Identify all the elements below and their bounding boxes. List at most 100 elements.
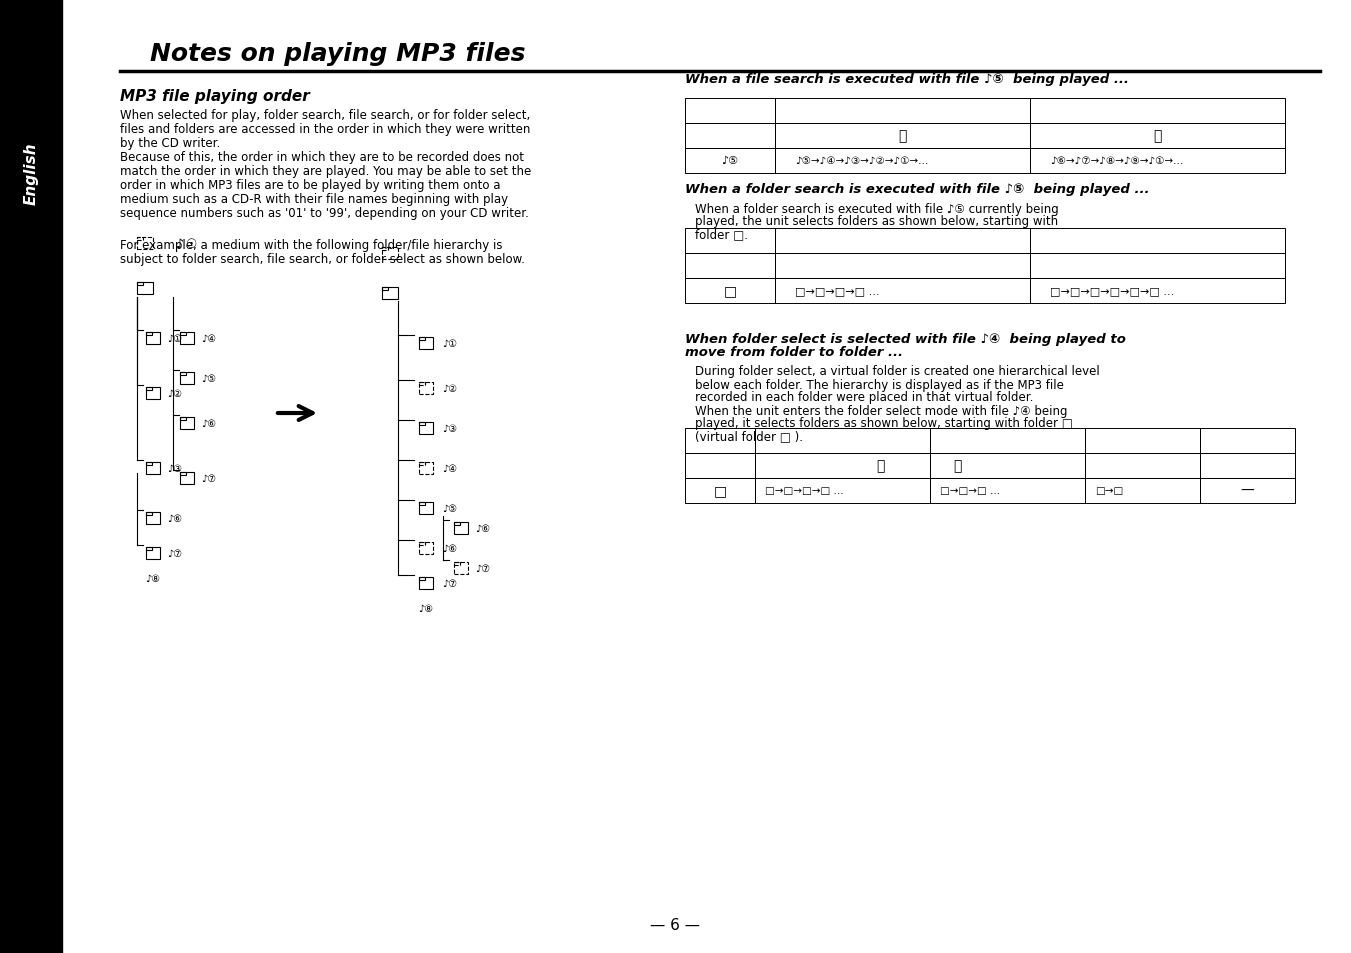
Text: ♪: ♪ [176, 237, 184, 251]
Text: When folder select is selected with file ♪④  being played to: When folder select is selected with file… [685, 333, 1125, 345]
Bar [685, 229, 775, 253]
Bar [775, 229, 1029, 253]
Bar [146, 548, 159, 559]
Bar [419, 543, 434, 554]
Text: ⏭: ⏭ [952, 458, 961, 473]
Bar [929, 478, 1085, 503]
Text: recorded in each folder were placed in that virtual folder.: recorded in each folder were placed in t… [694, 391, 1034, 404]
Bar [136, 237, 153, 250]
Bar [146, 548, 151, 551]
Text: subject to folder search, file search, or folder select as shown below.: subject to folder search, file search, o… [120, 253, 526, 266]
Bar [685, 99, 775, 124]
Text: below each folder. The hierarchy is displayed as if the MP3 file: below each folder. The hierarchy is disp… [694, 378, 1063, 391]
Bar [419, 543, 424, 546]
Text: During folder select, a virtual folder is created one hierarchical level: During folder select, a virtual folder i… [694, 365, 1100, 378]
Bar [146, 388, 151, 391]
Bar [454, 563, 467, 574]
Text: When a file search is executed with file ♪⑤  being played ...: When a file search is executed with file… [685, 72, 1129, 86]
Bar [1200, 429, 1296, 454]
Text: When selected for play, folder search, file search, or for folder select,: When selected for play, folder search, f… [120, 110, 530, 122]
Text: □→□: □→□ [1096, 485, 1123, 496]
Text: □→□→□→□ ...: □→□→□→□ ... [794, 286, 880, 295]
Text: ♪⑧: ♪⑧ [146, 574, 161, 583]
Bar [419, 578, 434, 589]
Text: ♪⑥: ♪⑥ [168, 514, 182, 523]
Text: ♪⑤→♪④→♪③→♪②→♪①→...: ♪⑤→♪④→♪③→♪②→♪①→... [794, 156, 928, 166]
Bar [454, 523, 459, 526]
Bar [180, 473, 185, 476]
Bar [929, 454, 1085, 478]
Text: ⏮: ⏮ [898, 129, 907, 143]
Text: ♪⑥: ♪⑥ [201, 418, 216, 429]
Bar [685, 454, 755, 478]
Bar [419, 423, 424, 426]
Text: ♪③: ♪③ [442, 423, 457, 434]
Bar [454, 563, 459, 566]
Text: ♪②: ♪② [168, 389, 182, 398]
Text: ♪⑤: ♪⑤ [201, 374, 216, 384]
Bar [382, 248, 388, 251]
Text: played, the unit selects folders as shown below, starting with: played, the unit selects folders as show… [694, 215, 1058, 229]
Bar [146, 463, 151, 466]
Bar [1029, 229, 1285, 253]
Text: ☉: ☉ [186, 237, 197, 251]
Bar [146, 463, 159, 474]
Text: ♪⑦: ♪⑦ [168, 548, 182, 558]
Bar [1029, 124, 1285, 149]
Text: medium such as a CD-R with their file names beginning with play: medium such as a CD-R with their file na… [120, 193, 508, 206]
Bar [180, 373, 195, 384]
Bar [0, 0, 62, 953]
Text: ♪⑤: ♪⑤ [721, 156, 739, 166]
Bar [1200, 478, 1296, 503]
Text: files and folders are accessed in the order in which they were written: files and folders are accessed in the or… [120, 123, 531, 136]
Bar [755, 454, 929, 478]
Bar [419, 463, 424, 466]
Bar [419, 423, 434, 435]
Bar [180, 418, 195, 429]
Text: □: □ [723, 284, 736, 297]
Bar [146, 388, 159, 399]
Bar [755, 478, 929, 503]
Text: For example, a medium with the following folder/file hierarchy is: For example, a medium with the following… [120, 239, 503, 253]
Text: — 6 —: — 6 — [650, 918, 700, 933]
Bar [685, 149, 775, 173]
Bar [1029, 253, 1285, 278]
Bar [685, 124, 775, 149]
Bar [1029, 149, 1285, 173]
Bar [775, 278, 1029, 304]
Bar [180, 418, 185, 421]
Text: □: □ [713, 483, 727, 497]
Text: order in which MP3 files are to be played by writing them onto a: order in which MP3 files are to be playe… [120, 179, 500, 193]
Bar [1085, 429, 1200, 454]
Text: ♪⑧: ♪⑧ [419, 603, 434, 614]
Bar [146, 513, 151, 516]
Bar [180, 473, 195, 484]
Text: match the order in which they are played. You may be able to set the: match the order in which they are played… [120, 165, 531, 178]
Bar [136, 282, 143, 286]
Bar [419, 578, 424, 580]
Bar [419, 338, 434, 349]
Bar [419, 463, 434, 474]
Text: When the unit enters the folder select mode with file ♪④ being: When the unit enters the folder select m… [694, 404, 1067, 417]
Bar [755, 429, 929, 454]
Text: (virtual folder □ ).: (virtual folder □ ). [694, 430, 802, 443]
Bar [685, 429, 755, 454]
Text: sequence numbers such as '01' to '99', depending on your CD writer.: sequence numbers such as '01' to '99', d… [120, 208, 528, 220]
Text: ⏮: ⏮ [875, 458, 884, 473]
Text: ♪⑤: ♪⑤ [442, 503, 457, 514]
Text: ♪③: ♪③ [168, 463, 182, 474]
Bar [419, 383, 434, 395]
Text: □→□→□ ...: □→□→□ ... [940, 485, 1000, 496]
Bar [929, 429, 1085, 454]
Text: played, it selects folders as shown below, starting with folder □: played, it selects folders as shown belo… [694, 417, 1073, 430]
Text: ⏭: ⏭ [1152, 129, 1162, 143]
Bar [1200, 454, 1296, 478]
Text: ♪⑦: ♪⑦ [201, 474, 216, 483]
Text: □→□→□→□ ...: □→□→□→□ ... [765, 485, 843, 496]
Text: Notes on playing MP3 files: Notes on playing MP3 files [150, 42, 526, 66]
Bar [1029, 278, 1285, 304]
Text: move from folder to folder ...: move from folder to folder ... [685, 346, 902, 359]
Bar [775, 149, 1029, 173]
Bar [146, 513, 159, 524]
Text: ♪⑥: ♪⑥ [442, 543, 457, 554]
